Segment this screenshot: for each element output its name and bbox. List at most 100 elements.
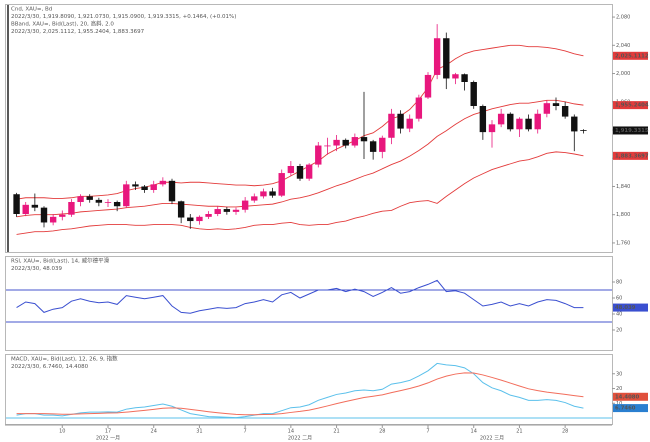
candle-body <box>424 74 432 98</box>
legend-text: MACD, XAU=, Bid(Last), 12, 26, 9, 指数 <box>11 355 118 363</box>
candle-body <box>369 141 377 152</box>
candle-body <box>443 38 450 79</box>
candle-body <box>113 202 121 207</box>
x-tick-label: 7 <box>244 429 247 435</box>
y-tick-label: 20 <box>616 328 622 334</box>
last-value-box <box>613 151 648 160</box>
last-value-label: 6.7460 <box>615 406 636 412</box>
legend-text: 2022/3/30, 1,919.8090, 1,921.0730, 1,915… <box>11 14 236 20</box>
y-tick-label: 1,840 <box>616 184 630 190</box>
candle-body <box>397 113 404 129</box>
candle-body <box>150 184 157 190</box>
last-value-label: 1,919.3315 <box>615 128 649 134</box>
band-lower <box>16 151 584 235</box>
series-line <box>16 362 584 419</box>
candle-body <box>269 191 276 196</box>
candle-body <box>159 180 167 185</box>
legend-text: BBand, XAU=, Bid(Last), 20, 高斜, 2.0 <box>11 20 114 28</box>
candle-body <box>342 139 349 146</box>
candle-body <box>360 137 368 142</box>
candle-body <box>525 118 532 130</box>
candle-body <box>534 113 541 130</box>
y-tick-label: 10 <box>616 401 622 407</box>
candle-body <box>315 145 322 165</box>
candle-body <box>287 166 295 174</box>
candle-body <box>507 113 514 130</box>
last-value-label: 1,955.2404 <box>615 103 649 109</box>
candle-body <box>232 209 240 212</box>
last-value-box <box>613 51 648 60</box>
candle-body <box>187 217 194 222</box>
candle-body <box>59 214 66 217</box>
candle-body <box>543 103 551 114</box>
candle-body <box>40 207 48 223</box>
x-tick-label: 17 <box>105 429 111 435</box>
y-tick-label: 60 <box>616 296 622 302</box>
last-value-label: 1,883.3697 <box>615 153 649 159</box>
candle-body <box>260 191 267 197</box>
x-tick-label: 21 <box>333 429 339 435</box>
candle-body <box>351 137 359 146</box>
candle-body <box>95 199 103 203</box>
candle-body <box>141 186 148 190</box>
last-value-label: 14.4080 <box>615 394 639 400</box>
candle-body <box>333 139 340 146</box>
candle-body <box>479 106 487 133</box>
candle-body <box>324 145 331 147</box>
candle-body <box>205 214 212 217</box>
candle-body <box>132 184 139 187</box>
y-tick-label: 40 <box>616 312 622 318</box>
rsi-panel <box>5 256 613 351</box>
candle-body <box>552 103 560 106</box>
candle-body <box>177 201 185 218</box>
x-tick-label: 31 <box>196 429 202 435</box>
candle-body <box>13 194 20 214</box>
y-tick-label: 80 <box>616 280 622 286</box>
candle-body <box>49 216 57 223</box>
candle-body <box>123 184 130 207</box>
y-tick-label: 20 <box>616 386 622 392</box>
candle-body <box>214 209 221 214</box>
candle-body <box>561 106 569 117</box>
y-tick-label: 30 <box>616 371 622 377</box>
legend-text: Cnd, XAU=, Bd <box>11 7 52 13</box>
y-tick-label: 1,760 <box>616 240 630 246</box>
last-value-box <box>613 126 648 135</box>
band-middle <box>16 99 584 218</box>
last-value-label: 48.039 <box>615 305 636 311</box>
candle-body <box>571 116 578 132</box>
candle-body <box>406 118 413 129</box>
series-line <box>16 372 584 416</box>
candle-body <box>379 137 386 152</box>
y-tick-label: 2,080 <box>616 15 630 21</box>
price-panel <box>5 4 613 253</box>
x-tick-label: 28 <box>562 429 568 435</box>
legend-text: 2022/3/30, 48.039 <box>11 266 62 272</box>
candle-body <box>415 97 423 119</box>
month-label: 2022 一月 <box>96 436 120 442</box>
legend-text: 2022/3/30, 6.7460, 14.4080 <box>11 364 89 370</box>
candle-body <box>168 180 176 202</box>
last-value-box <box>613 101 648 110</box>
candle-body <box>86 196 93 200</box>
x-tick-label: 24 <box>151 429 157 435</box>
legend-text: RSI, XAU=, Bid(Last), 14, 威尔德平滑 <box>11 257 110 265</box>
candle-body <box>77 196 84 202</box>
y-tick-label: 1,800 <box>616 212 630 218</box>
legend-text: 2022/3/30, 2,025.1112, 1,955.2404, 1,883… <box>11 29 145 35</box>
candle-body <box>223 209 231 212</box>
y-tick-label: 2,040 <box>616 43 630 49</box>
x-tick-label: 14 <box>471 429 477 435</box>
month-label: 2022 二月 <box>288 436 312 442</box>
candle-body <box>68 202 75 215</box>
last-value-box <box>613 392 648 401</box>
month-label: 2022 三月 <box>480 436 504 442</box>
candle-body <box>452 74 459 79</box>
x-tick-label: 7 <box>426 429 429 435</box>
candle-body <box>516 118 523 130</box>
candle-body <box>278 173 285 196</box>
series-line <box>16 279 584 314</box>
candle-body <box>461 74 468 82</box>
